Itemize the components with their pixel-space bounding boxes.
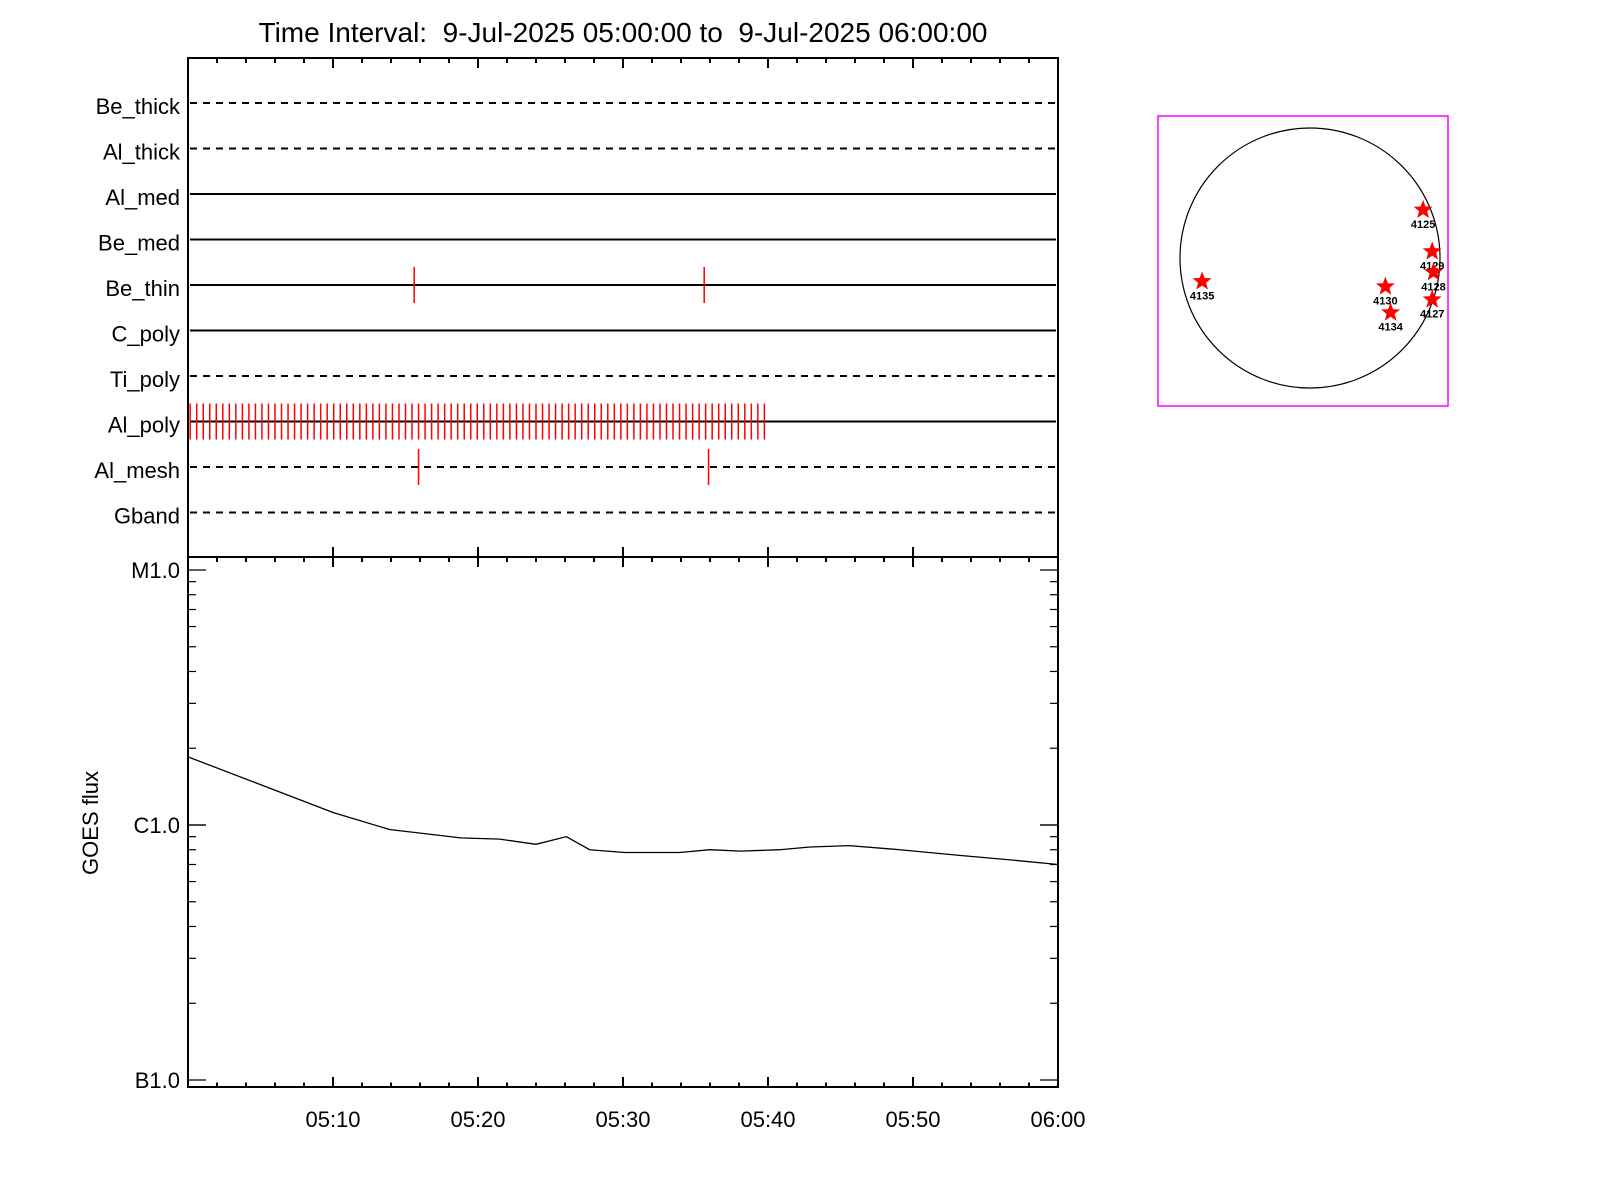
x-tick-label: 06:00 <box>1030 1107 1085 1132</box>
row-label-Ti_poly: Ti_poly <box>110 367 180 392</box>
row-label-Be_med: Be_med <box>98 231 180 256</box>
active-region-label: 4135 <box>1190 290 1214 302</box>
active-region-label: 4128 <box>1421 281 1445 293</box>
active-region-label: 4134 <box>1378 322 1403 334</box>
active-region-label: 4125 <box>1411 219 1435 231</box>
row-label-C_poly: C_poly <box>112 322 180 347</box>
x-tick-label: 05:10 <box>305 1107 360 1132</box>
row-label-Al_mesh: Al_mesh <box>94 458 180 483</box>
goes-flux-line <box>187 756 1059 866</box>
active-region-marker-4135 <box>1192 271 1212 290</box>
row-label-Al_thick: Al_thick <box>103 140 181 165</box>
y-tick-label: C1.0 <box>134 813 180 838</box>
row-label-Be_thin: Be_thin <box>105 276 180 301</box>
chart-title: Time Interval: 9-Jul-2025 05:00:00 to 9-… <box>259 17 988 48</box>
row-label-Al_poly: Al_poly <box>108 413 180 438</box>
active-region-marker-4125 <box>1413 199 1433 218</box>
x-tick-label: 05:50 <box>885 1107 940 1132</box>
active-region-marker-4127 <box>1422 289 1442 308</box>
active-region-marker-4128 <box>1424 262 1443 281</box>
active-region-label: 4127 <box>1420 309 1444 321</box>
row-label-Gband: Gband <box>114 504 180 529</box>
active-region-marker-4134 <box>1381 302 1401 321</box>
row-label-Al_med: Al_med <box>105 185 180 210</box>
x-tick-label: 05:40 <box>740 1107 795 1132</box>
goes-flux-panel: 05:10 05:20 05:30 05:40 05:50 06:00 B1.0 C1.0 M1… <box>131 547 1086 1132</box>
map-frame <box>1157 115 1449 407</box>
timeline-frame <box>187 57 1059 558</box>
active-region-marker-4129 <box>1422 241 1442 260</box>
solar-limb <box>1179 127 1441 389</box>
x-tick-label: 05:30 <box>595 1107 650 1132</box>
goes-frame <box>187 556 1059 1088</box>
solar-disk-map: 4125412941284130412741344135 <box>1157 115 1449 407</box>
y-tick-label: M1.0 <box>131 558 180 583</box>
active-region-label: 4130 <box>1373 296 1397 308</box>
active-region-marker-4130 <box>1375 276 1395 295</box>
goes-y-axis-label: GOES flux <box>78 771 103 875</box>
y-tick-label: B1.0 <box>135 1068 180 1093</box>
x-tick-label: 05:20 <box>450 1107 505 1132</box>
row-label-Be_thick: Be_thick <box>96 94 181 119</box>
filter-timeline-panel: Be_thick Al_thick Al_med Be_med Be_thin C_pol… <box>94 57 1059 558</box>
